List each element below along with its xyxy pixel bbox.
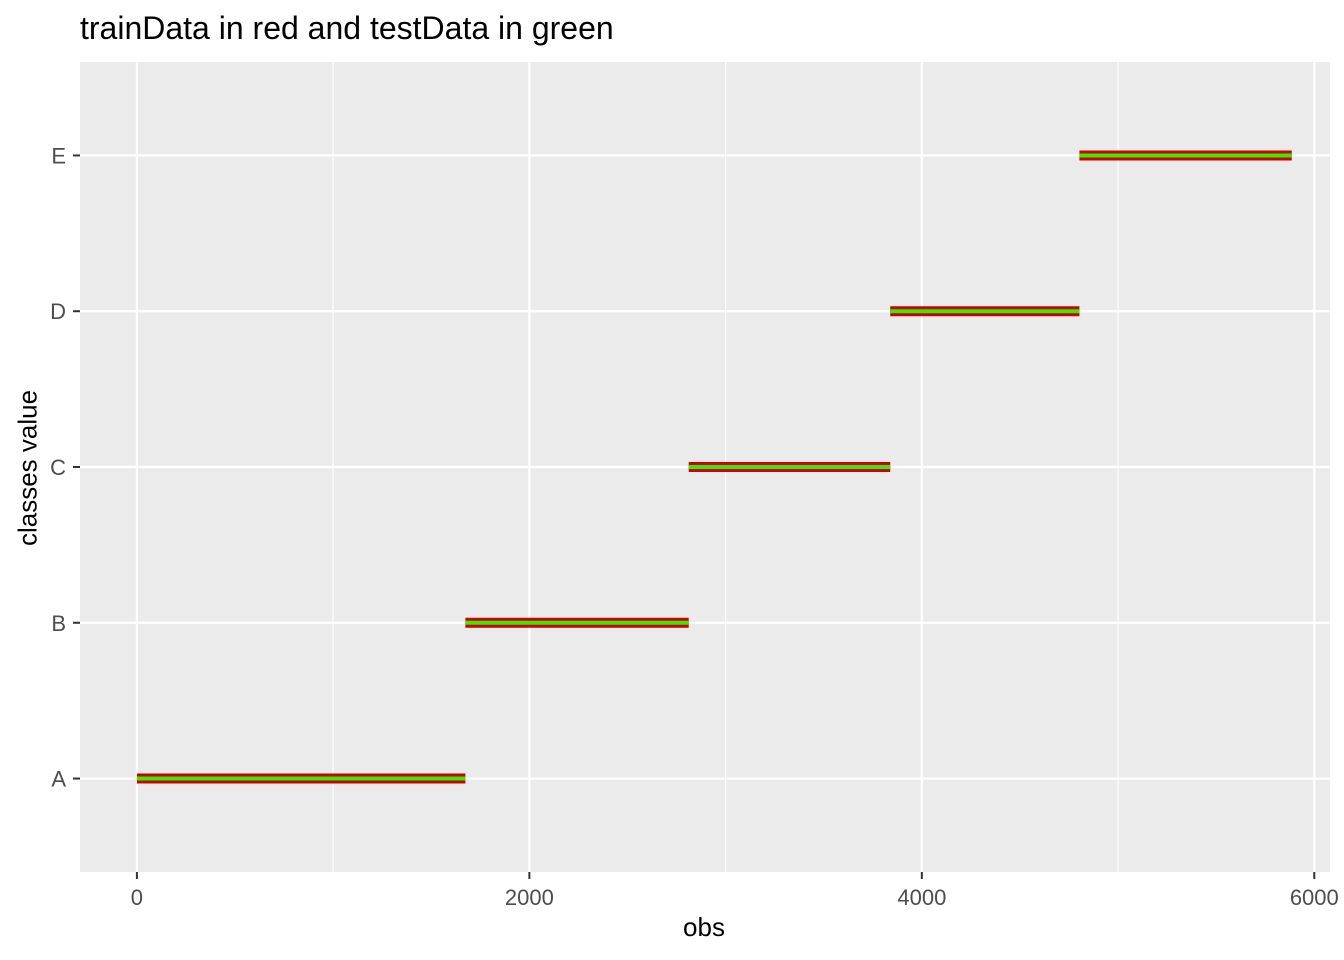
y-axis-label: classes value bbox=[12, 389, 43, 547]
y-tick-label: C bbox=[50, 455, 66, 480]
y-tick-label: A bbox=[51, 767, 66, 792]
x-tick-label: 4000 bbox=[897, 885, 946, 910]
series-1 bbox=[136, 153, 1292, 781]
x-axis: 0 2000 4000 6000 bbox=[131, 872, 1339, 910]
y-tick-label: B bbox=[51, 611, 66, 636]
y-axis: A B C D E bbox=[50, 143, 80, 792]
x-axis-label: obs bbox=[683, 912, 725, 942]
chart-title: trainData in red and testData in green bbox=[80, 10, 614, 46]
series-layer bbox=[136, 150, 1292, 784]
y-tick-label: D bbox=[50, 299, 66, 324]
x-tick-label: 6000 bbox=[1290, 885, 1339, 910]
x-tick-label: 2000 bbox=[505, 885, 554, 910]
x-tick-label: 0 bbox=[131, 885, 143, 910]
y-tick-label: E bbox=[51, 143, 66, 168]
